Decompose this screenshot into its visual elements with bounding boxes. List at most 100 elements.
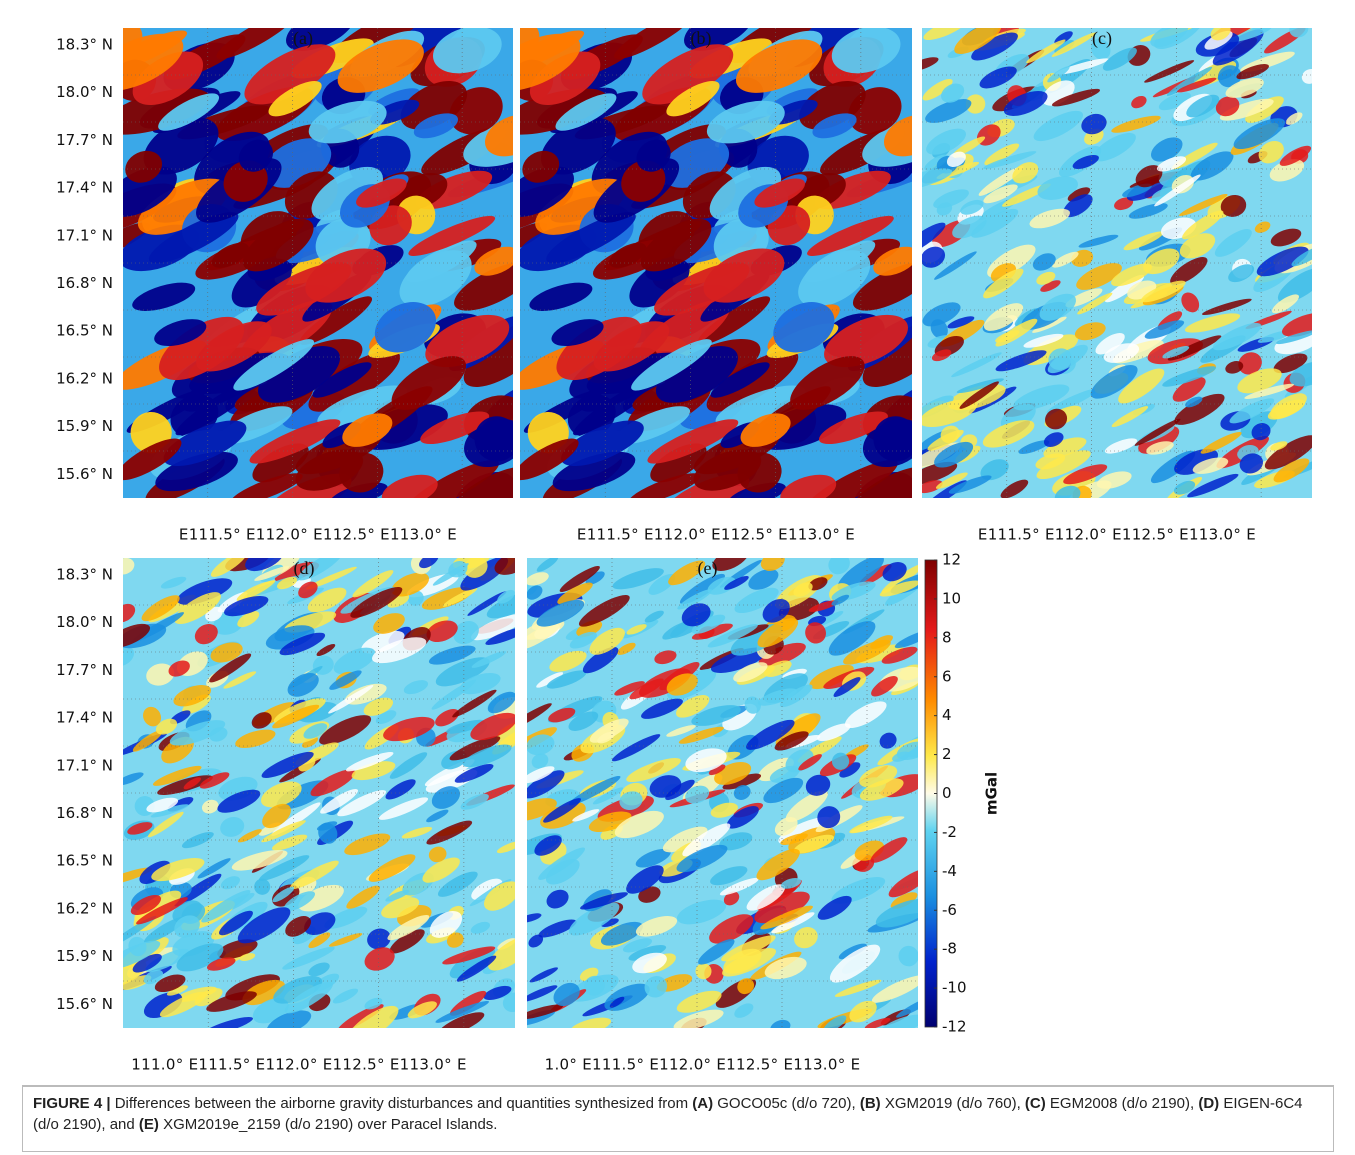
anomaly <box>585 571 605 585</box>
anomaly <box>471 614 515 641</box>
anomaly <box>529 282 593 312</box>
anomaly <box>132 953 162 973</box>
anomaly <box>1154 174 1201 207</box>
anomaly <box>1214 229 1252 257</box>
caption-segment: (E) <box>138 1116 159 1133</box>
anomaly <box>746 884 786 911</box>
y-tick-label: 16.5° N <box>56 322 113 340</box>
anomaly <box>529 967 559 983</box>
anomaly <box>150 804 189 818</box>
anomaly <box>1052 251 1079 268</box>
anomaly <box>347 1005 399 1028</box>
anomaly <box>540 117 616 175</box>
anomaly <box>303 723 328 739</box>
anomaly <box>864 1017 891 1028</box>
anomaly <box>609 996 625 1008</box>
anomaly <box>1291 245 1312 267</box>
anomaly <box>268 80 322 117</box>
anomaly <box>708 764 726 776</box>
anomaly <box>569 631 597 649</box>
anomaly <box>527 621 562 650</box>
anomaly <box>136 897 188 925</box>
anomaly <box>538 919 577 938</box>
anomaly <box>342 413 393 447</box>
anomaly <box>588 811 632 832</box>
anomaly <box>934 441 974 468</box>
anomaly <box>407 1001 437 1019</box>
anomaly <box>1045 408 1068 430</box>
anomaly <box>626 624 647 635</box>
y-tick-label: 18.0° N <box>56 83 113 101</box>
anomaly <box>954 28 1002 54</box>
anomaly <box>934 251 977 280</box>
map <box>123 28 513 498</box>
anomaly <box>174 592 221 625</box>
colorbar-tick-label: 8 <box>942 628 952 646</box>
anomaly <box>454 763 494 783</box>
anomaly <box>442 587 478 607</box>
anomaly <box>644 610 664 623</box>
anomaly <box>1277 267 1312 303</box>
anomaly <box>552 451 636 492</box>
y-tick-label: 16.2° N <box>56 369 113 387</box>
anomaly <box>744 696 761 714</box>
anomaly <box>839 762 861 778</box>
anomaly <box>724 575 749 590</box>
anomaly <box>522 150 560 183</box>
anomaly <box>488 936 515 971</box>
anomaly <box>1096 471 1132 489</box>
anomaly <box>808 577 828 591</box>
anomaly <box>256 262 352 316</box>
anomaly <box>774 817 798 836</box>
anomaly <box>709 914 754 944</box>
anomaly <box>158 93 220 131</box>
anomaly <box>155 451 238 492</box>
anomaly <box>666 725 696 737</box>
anomaly <box>870 635 893 649</box>
anomaly <box>137 178 229 235</box>
anomaly <box>151 858 205 882</box>
anomaly <box>1054 485 1081 498</box>
anomaly <box>356 178 407 208</box>
anomaly <box>684 28 754 51</box>
anomaly <box>123 558 135 575</box>
anomaly <box>859 778 904 801</box>
anomaly <box>1270 228 1302 247</box>
anomaly <box>681 603 711 627</box>
anomaly <box>774 731 809 751</box>
anomaly <box>1135 165 1163 188</box>
anomaly <box>527 985 558 1002</box>
anomaly <box>1256 246 1309 277</box>
caption-segment: Differences between the airborne gravity… <box>110 1095 693 1112</box>
anomaly <box>372 637 427 664</box>
anomaly <box>387 914 430 941</box>
caption-segment: (D) <box>1198 1095 1220 1112</box>
anomaly <box>760 905 813 930</box>
anomaly <box>733 785 751 800</box>
anomaly <box>527 734 555 756</box>
anomaly <box>144 916 187 944</box>
anomaly <box>952 215 987 239</box>
anomaly <box>1176 77 1217 93</box>
anomaly <box>536 558 559 572</box>
anomaly <box>655 346 738 403</box>
anomaly <box>1186 94 1220 118</box>
anomaly <box>568 711 599 731</box>
anomaly <box>308 932 331 949</box>
anomaly <box>123 915 157 949</box>
anomaly <box>1274 331 1312 355</box>
anomaly <box>1040 280 1061 292</box>
anomaly <box>980 459 1009 481</box>
anomaly <box>224 595 269 617</box>
y-tick-label: 15.9° N <box>56 947 113 965</box>
anomaly <box>385 779 416 800</box>
anomaly <box>206 991 257 1012</box>
anomaly <box>922 168 953 191</box>
anomaly <box>1150 137 1183 162</box>
anomaly <box>123 603 136 623</box>
anomaly <box>1158 92 1191 111</box>
anomaly <box>527 1004 564 1020</box>
anomaly <box>152 765 202 786</box>
anomaly <box>719 877 759 896</box>
anomaly <box>237 907 291 944</box>
